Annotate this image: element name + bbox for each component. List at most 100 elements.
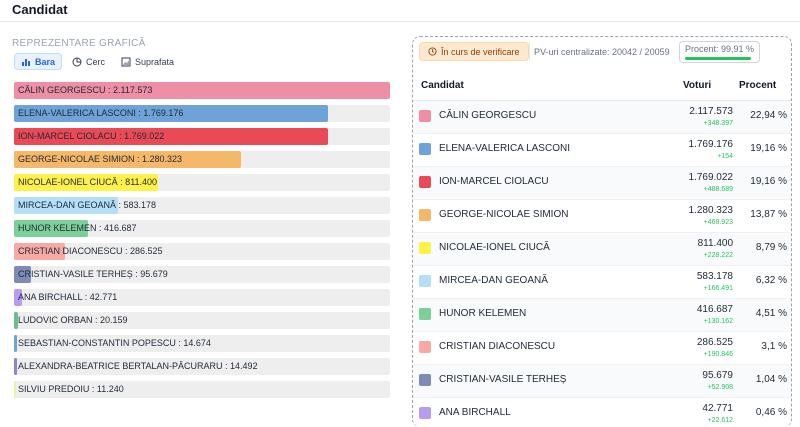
color-swatch <box>419 143 431 155</box>
bar-label: ELENA-VALERICA LASCONI : 1.769.176 <box>18 108 184 118</box>
bar-chart-icon <box>22 58 30 66</box>
status-bar: În curs de verificare PV-uri centralizat… <box>413 37 791 69</box>
bar <box>14 220 88 237</box>
vote-percent: 3,1 % <box>761 341 787 352</box>
bar-row[interactable]: CRISTIAN-VASILE TERHEȘ : 95.679 <box>14 266 390 283</box>
vote-count: 416.687 <box>696 304 733 315</box>
results-panel: În curs de verificare PV-uri centralizat… <box>412 36 792 427</box>
bar-label: HUNOR KELEMEN : 416.687 <box>18 223 137 233</box>
table-row[interactable]: HUNOR KELEMEN 416.687 +130.162 4,51 % <box>413 299 791 332</box>
candidate-name: CRISTIAN-VASILE TERHEȘ <box>439 374 567 385</box>
bar-row[interactable]: ALEXANDRA-BEATRICE BERTALAN-PĂCURARU : 1… <box>14 358 390 375</box>
bar-label: ANA BIRCHALL : 42.771 <box>18 292 118 302</box>
bar <box>14 197 118 214</box>
bar-label: CRISTIAN-VASILE TERHEȘ : 95.679 <box>18 269 168 279</box>
tab-label: Cerc <box>86 56 106 67</box>
table-row[interactable]: ANA BIRCHALL 42.771 +22.612 0,46 % <box>413 398 791 427</box>
graph-panel: REPREZENTARE GRAFICĂ Bara Cerc Suprafata… <box>0 23 400 427</box>
table-row[interactable]: MIRCEA-DAN GEOANĂ 583.178 +166.491 6,32 % <box>413 266 791 299</box>
color-swatch <box>419 374 431 386</box>
bar <box>14 312 18 329</box>
bar-label: CRISTIAN DIACONESCU : 286.525 <box>18 246 163 256</box>
vote-percent: 6,32 % <box>755 275 787 286</box>
candidate-name: MIRCEA-DAN GEOANĂ <box>439 275 548 286</box>
table-row[interactable]: CRISTIAN-VASILE TERHEȘ 95.679 +52.908 1,04 … <box>413 365 791 398</box>
table-row[interactable]: GEORGE-NICOLAE SIMION 1.280.323 +468.923 13… <box>413 200 791 233</box>
color-swatch <box>419 110 431 122</box>
percent-progress: Procent: 99,91 % <box>679 41 761 63</box>
bar-label: CĂLIN GEORGESCU : 2.117.573 <box>18 85 153 95</box>
bar-row[interactable]: ION-MARCEL CIOLACU : 1.769.022 <box>14 128 390 145</box>
bar-row[interactable]: NICOLAE-IONEL CIUCĂ : 811.400 <box>14 174 390 191</box>
bar <box>14 381 17 398</box>
vote-delta: +166.491 <box>703 285 733 292</box>
pie-chart-icon <box>72 57 82 66</box>
candidate-name: CĂLIN GEORGESCU <box>439 110 537 121</box>
tab-label: Suprafata <box>135 56 175 67</box>
bar-row[interactable]: ELENA-VALERICA LASCONI : 1.769.176 <box>14 105 390 122</box>
candidate-name: HUNOR KELEMEN <box>439 308 527 319</box>
bar <box>14 358 17 375</box>
tab-cerc[interactable]: Cerc <box>66 53 112 70</box>
bar-label: SILVIU PREDOIU : 11.240 <box>18 384 124 394</box>
color-swatch <box>419 341 431 353</box>
candidate-name: GEORGE-NICOLAE SIMION <box>439 209 569 220</box>
bar-row[interactable]: MIRCEA-DAN GEOANĂ : 583.178 <box>14 197 390 214</box>
bar <box>14 128 329 145</box>
vote-count: 95.679 <box>702 370 733 381</box>
table-row[interactable]: CRISTIAN DIACONESCU 286.525 +190.846 3,1 % <box>413 332 791 365</box>
col-percent-header: Procent <box>739 80 777 91</box>
col-votes-header: Voturi <box>683 80 712 91</box>
bar-row[interactable]: CRISTIAN DIACONESCU : 286.525 <box>14 243 390 260</box>
bar-row[interactable]: GEORGE-NICOLAE SIMION : 1.280.323 <box>14 151 390 168</box>
bar <box>14 289 22 306</box>
vote-delta: +22.612 <box>707 417 734 424</box>
bar-label: MIRCEA-DAN GEOANĂ : 583.178 <box>18 200 157 210</box>
bar-row[interactable]: LUDOVIC ORBAN : 20.159 <box>14 312 390 329</box>
vote-count: 1.769.022 <box>688 172 734 183</box>
candidate-name: ELENA-VALERICA LASCONI <box>439 143 570 154</box>
color-swatch <box>419 308 431 320</box>
bar-label: GEORGE-NICOLAE SIMION : 1.280.323 <box>18 154 183 164</box>
color-swatch <box>419 275 431 287</box>
bar-row[interactable]: SILVIU PREDOIU : 11.240 <box>14 381 390 398</box>
candidate-name: CRISTIAN DIACONESCU <box>439 341 556 352</box>
table-row[interactable]: CĂLIN GEORGESCU 2.117.573 +348.397 22,94 % <box>413 101 791 134</box>
candidate-name: NICOLAE-IONEL CIUCĂ <box>439 242 550 253</box>
vote-percent: 19,16 % <box>750 176 787 187</box>
tab-bara[interactable]: Bara <box>14 53 63 70</box>
candidate-name: ANA BIRCHALL <box>439 407 511 418</box>
vote-count: 2.117.573 <box>689 106 733 117</box>
bar <box>14 105 329 122</box>
vote-delta: +488.689 <box>703 186 733 193</box>
bar-chart: CĂLIN GEORGESCU : 2.117.573 ELENA-VALERIC… <box>14 82 390 404</box>
table-row[interactable]: ELENA-VALERICA LASCONI 1.769.176 +154 19,16… <box>413 134 791 167</box>
vote-count: 811.400 <box>697 238 733 249</box>
vote-delta: +190.846 <box>703 351 733 358</box>
vote-percent: 19,16 % <box>750 143 787 154</box>
verification-status-badge: În curs de verificare <box>419 42 529 61</box>
results-table-body: CĂLIN GEORGESCU 2.117.573 +348.397 22,94 % E… <box>413 101 791 427</box>
bar-row[interactable]: CĂLIN GEORGESCU : 2.117.573 <box>14 82 390 99</box>
vote-percent: 1,04 % <box>755 374 787 385</box>
bar-label: SEBASTIAN-CONSTANTIN POPESCU : 14.674 <box>18 338 211 348</box>
color-swatch <box>419 176 431 188</box>
bar-label: NICOLAE-IONEL CIUCĂ : 811.400 <box>18 177 158 187</box>
bar-row[interactable]: SEBASTIAN-CONSTANTIN POPESCU : 14.674 <box>14 335 390 352</box>
bar-row[interactable]: ANA BIRCHALL : 42.771 <box>14 289 390 306</box>
vote-delta: +348.397 <box>703 120 733 127</box>
table-row[interactable]: ION-MARCEL CIOLACU 1.769.022 +488.689 19,16… <box>413 167 791 200</box>
vote-percent: 0,46 % <box>755 407 787 418</box>
candidate-name: ION-MARCEL CIOLACU <box>439 176 549 187</box>
vote-delta: +52.908 <box>707 384 734 391</box>
table-row[interactable]: NICOLAE-IONEL CIUCĂ 811.400 +228.222 8,79 % <box>413 233 791 266</box>
color-swatch <box>419 209 431 221</box>
bar-row[interactable]: HUNOR KELEMEN : 416.687 <box>14 220 390 237</box>
vote-delta: +154 <box>717 153 733 160</box>
vote-percent: 4,51 % <box>755 308 787 319</box>
vote-count: 583.178 <box>696 271 733 282</box>
graph-title: REPREZENTARE GRAFICĂ <box>12 38 146 49</box>
clock-icon <box>428 47 437 56</box>
tab-suprafata[interactable]: Suprafata <box>115 53 181 70</box>
vote-delta: +228.222 <box>703 252 733 259</box>
